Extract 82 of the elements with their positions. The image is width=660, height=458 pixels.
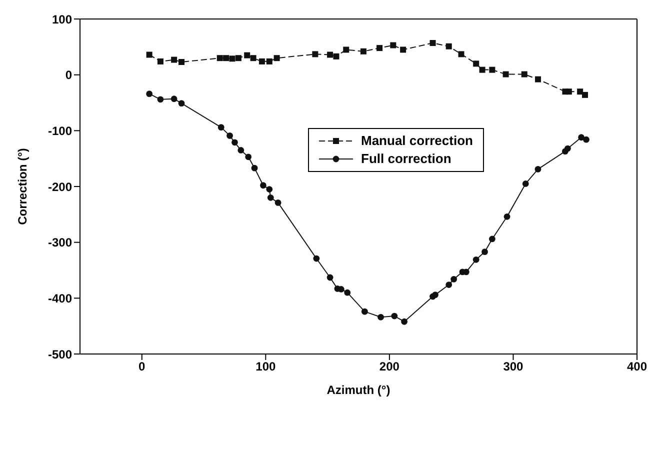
point [267,194,274,201]
point [566,88,572,95]
point [534,76,541,82]
point [390,42,396,48]
point [327,52,334,58]
y-tick-label: 100 [52,12,72,26]
point [274,55,280,62]
point [482,248,488,256]
point [178,100,185,107]
legend-label: Full correction [361,150,452,168]
point [333,53,340,60]
x-tick-label: 100 [256,360,276,374]
x-axis-title: Azimuth (°) [326,383,390,397]
point [251,164,258,172]
point [450,276,458,282]
y-tick-label: -200 [48,180,72,194]
point [216,55,223,62]
point [178,58,184,65]
y-tick-label: -300 [48,236,72,250]
y-tick-label: 0 [65,68,72,82]
point [171,56,178,63]
y-tick-label: -500 [48,347,72,362]
point [229,56,236,62]
point [430,40,436,46]
point [504,213,510,220]
point [146,90,153,98]
point [170,96,178,102]
x-tick-label: 200 [379,360,400,374]
point [326,274,334,281]
y-axis-title: Correction (°) [15,148,30,225]
y-tick-label: -100 [48,124,72,138]
x-tick-label: 400 [626,360,648,374]
point [578,134,584,141]
point [376,45,383,52]
point [446,282,452,288]
point [577,88,584,95]
point [266,58,272,64]
point [274,199,282,206]
point [360,48,366,54]
point [583,136,590,143]
point [232,139,238,146]
point [244,52,250,58]
point [343,46,350,53]
point [245,154,252,160]
point [473,60,480,67]
point [582,92,588,98]
point [401,318,408,325]
x-tick-label: 0 [138,360,146,374]
point [458,51,464,58]
point [157,96,164,103]
point [238,147,244,154]
legend-label: Manual correction [361,132,473,150]
point [313,255,320,262]
point [400,46,406,53]
point [157,58,164,64]
point [521,71,528,78]
point [432,292,438,298]
point [258,58,265,64]
point [260,182,266,189]
point [344,289,351,296]
point [502,71,509,78]
x-tick-label: 300 [503,360,524,374]
point [226,132,233,139]
point [522,180,529,187]
point [534,166,542,172]
point [472,256,480,263]
point [361,308,368,315]
point [564,145,571,152]
point [235,55,242,62]
point [312,51,318,58]
point [218,124,224,131]
point [446,43,452,50]
point [391,312,398,320]
point [378,314,384,320]
point [488,236,496,242]
point [479,66,486,73]
y-tick-label: -400 [48,291,72,306]
point [266,186,273,192]
point [250,55,256,62]
point [146,52,152,58]
point [489,66,496,73]
point [223,55,230,62]
